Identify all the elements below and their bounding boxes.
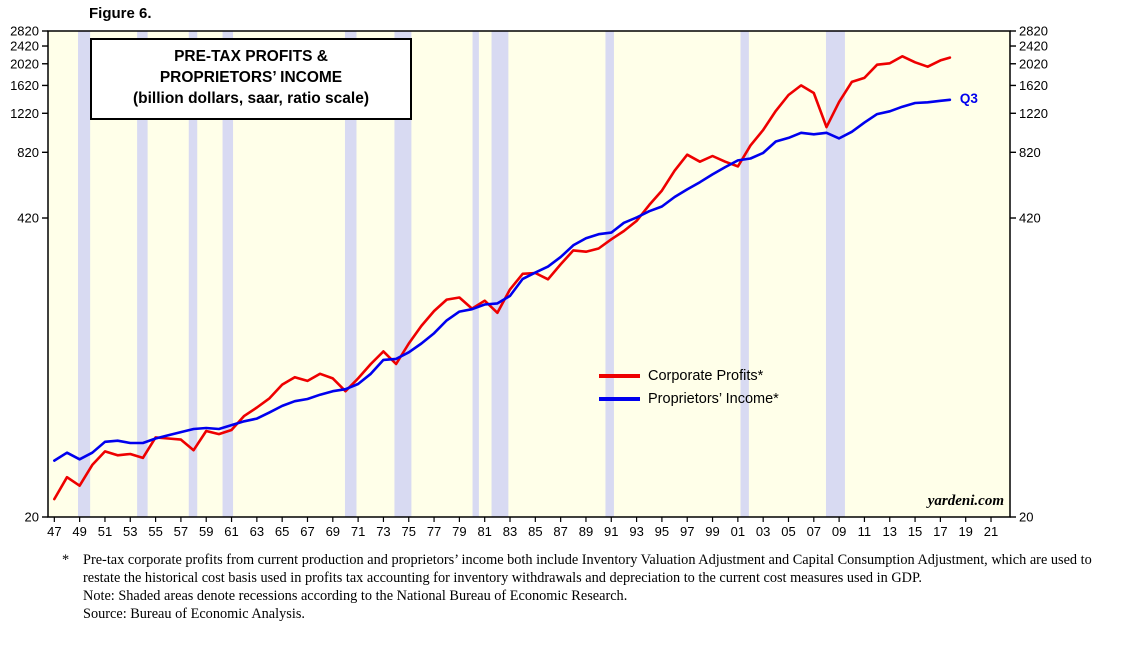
recession-band: [394, 31, 412, 517]
recession-band: [344, 31, 357, 517]
chart-title-line1: PRE-TAX PROFITS &: [174, 48, 328, 65]
asterisk-footnote: * Pre-tax corporate profits from current…: [62, 551, 1110, 587]
footnotes: * Pre-tax corporate profits from current…: [62, 551, 1110, 623]
x-tick-label: 49: [72, 524, 86, 539]
x-tick-label: 59: [199, 524, 213, 539]
x-tick-label: 81: [477, 524, 491, 539]
y-tick-label-right: 420: [1019, 211, 1041, 226]
x-tick-label: 71: [351, 524, 365, 539]
y-tick-label-left: 20: [25, 510, 39, 525]
series-line-1: [52, 98, 952, 462]
recession-band: [137, 31, 148, 517]
x-tick-label: 89: [579, 524, 593, 539]
x-tick-label: 73: [376, 524, 390, 539]
x-tick-label: 99: [705, 524, 719, 539]
y-tick-label-left: 820: [17, 145, 39, 160]
x-tick-label: 95: [655, 524, 669, 539]
x-tick-label: 11: [858, 524, 872, 539]
x-tick-label: 19: [958, 524, 972, 539]
y-tick-label-right: 20: [1019, 510, 1033, 525]
x-tick-label: 91: [604, 524, 618, 539]
y-tick-label-left: 2020: [10, 56, 39, 71]
x-tick-label: 55: [148, 524, 162, 539]
recession-band: [472, 31, 479, 517]
x-tick-label: 87: [553, 524, 567, 539]
x-tick-label: 17: [933, 524, 947, 539]
y-tick-label-left: 1220: [10, 106, 39, 121]
footnote-marker: *: [62, 552, 70, 568]
x-tick-label: 83: [503, 524, 517, 539]
recession-band: [491, 31, 509, 517]
recession-band: [825, 31, 845, 517]
latest-quarter-label: Q3: [959, 90, 978, 106]
y-tick-label-left: 1620: [10, 78, 39, 93]
x-tick-label: 51: [98, 524, 112, 539]
x-tick-label: 09: [832, 524, 846, 539]
chart-title-line2: PROPRIETORS’ INCOME: [159, 68, 343, 86]
x-tick-label: 53: [123, 524, 137, 539]
recession-band: [740, 31, 749, 517]
legend-label-corporate-profits: Corporate Profits*: [648, 367, 764, 384]
legend-row-corporate-profits: Corporate Profits*: [599, 364, 779, 387]
recession-band: [222, 31, 234, 517]
corporate-profits-line-swatch: [599, 373, 640, 378]
x-tick-label: 75: [402, 524, 416, 539]
chart-legend: Corporate Profits* Proprietors’ Income*: [599, 364, 779, 410]
proprietors-income-line-swatch: [599, 396, 640, 401]
legend-row-proprietors-income: Proprietors’ Income*: [599, 387, 779, 410]
y-tick-label-right: 2420: [1019, 39, 1048, 54]
x-tick-label: 03: [756, 524, 770, 539]
figure-title: Figure 6.: [89, 5, 152, 22]
x-tick-label: 67: [300, 524, 314, 539]
x-tick-label: 13: [883, 524, 897, 539]
x-tick-label: 97: [680, 524, 694, 539]
recession-band: [77, 31, 91, 517]
x-tick-label: 07: [807, 524, 821, 539]
recession-band: [188, 31, 198, 517]
x-tick-label: 47: [47, 524, 61, 539]
x-tick-label: 21: [984, 524, 998, 539]
x-tick-label: 85: [528, 524, 542, 539]
recession-note: Note: Shaded areas denote recessions acc…: [83, 588, 628, 604]
x-tick-label: 65: [275, 524, 289, 539]
footnote-text: Pre-tax corporate profits from current p…: [83, 552, 1092, 586]
x-tick-label: 05: [781, 524, 795, 539]
source-note: Source: Bureau of Economic Analysis.: [83, 606, 305, 622]
watermark: yardeni.com: [927, 493, 1004, 509]
chart-subtitle: (billion dollars, saar, ratio scale): [132, 89, 370, 107]
y-tick-label-right: 2820: [1019, 24, 1048, 39]
x-tick-label: 57: [174, 524, 188, 539]
x-tick-label: 79: [452, 524, 466, 539]
x-tick-label: 15: [908, 524, 922, 539]
y-tick-label-right: 1620: [1019, 78, 1048, 93]
recession-band: [605, 31, 614, 517]
x-tick-label: 77: [427, 524, 441, 539]
x-tick-label: 93: [629, 524, 643, 539]
y-tick-label-left: 2420: [10, 39, 39, 54]
x-tick-label: 63: [250, 524, 264, 539]
y-tick-label-right: 2020: [1019, 56, 1048, 71]
y-tick-label-right: 820: [1019, 145, 1041, 160]
y-tick-label-left: 420: [17, 211, 39, 226]
y-tick-label-right: 1220: [1019, 106, 1048, 121]
y-tick-label-left: 2820: [10, 24, 39, 39]
plot-frame: [47, 30, 1011, 518]
legend-label-proprietors-income: Proprietors’ Income*: [648, 390, 779, 407]
chart-title-box: PRE-TAX PROFITS & PROPRIETORS’ INCOME (b…: [90, 38, 412, 120]
x-tick-label: 61: [224, 524, 238, 539]
x-tick-label: 69: [326, 524, 340, 539]
x-tick-label: 01: [731, 524, 745, 539]
